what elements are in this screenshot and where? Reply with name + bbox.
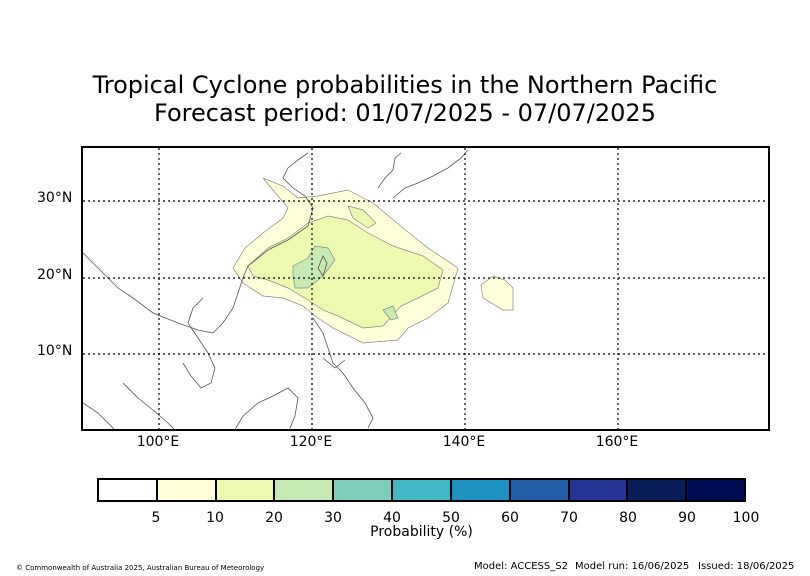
colorbar-tick-label: 10 bbox=[206, 510, 224, 526]
lat-label-30n: 30°N bbox=[37, 190, 73, 206]
coast-borneo bbox=[234, 387, 299, 429]
colorbar-cell bbox=[393, 480, 452, 500]
colorbar-cell bbox=[510, 480, 570, 500]
colorbar-tick-label: 20 bbox=[265, 510, 283, 526]
colorbar-tick-label: 70 bbox=[560, 510, 578, 526]
colorbar-tick-label: 60 bbox=[501, 510, 519, 526]
colorbar-tick-label: 80 bbox=[619, 510, 637, 526]
copyright-text: © Commonwealth of Australia 2025, Austra… bbox=[16, 564, 265, 572]
coast-indochina bbox=[182, 297, 216, 389]
coast-sumatra bbox=[83, 402, 115, 429]
colorbar-tick-label: 100 bbox=[732, 510, 760, 526]
coast-japan bbox=[392, 149, 469, 199]
lon-label-100e: 100°E bbox=[136, 434, 180, 450]
coastlines bbox=[83, 149, 469, 429]
map-title-line1: Tropical Cyclone probabilities in the No… bbox=[92, 71, 718, 99]
map-panel bbox=[81, 146, 770, 431]
model-name: Model: ACCESS_S2 bbox=[474, 561, 568, 572]
map-svg bbox=[83, 148, 768, 429]
colorbar-cell bbox=[451, 480, 511, 500]
issued-date: Issued: 18/06/2025 bbox=[698, 561, 795, 572]
colorbar-tick-label: 5 bbox=[151, 510, 161, 526]
lon-label-120e: 120°E bbox=[289, 434, 333, 450]
colorbar-cell bbox=[157, 480, 217, 500]
colorbar-tick-label: 50 bbox=[442, 510, 460, 526]
colorbar-cell bbox=[569, 480, 629, 500]
coast-korea bbox=[377, 152, 402, 189]
colorbar bbox=[97, 478, 746, 502]
lon-label-140e: 140°E bbox=[442, 434, 486, 450]
colorbar-cell bbox=[628, 480, 688, 500]
coast-malay bbox=[122, 382, 175, 429]
lat-label-20n: 20°N bbox=[37, 267, 73, 283]
contour-10pct-north bbox=[347, 205, 377, 229]
colorbar-tick-label: 40 bbox=[383, 510, 401, 526]
contour-5pct-east bbox=[480, 275, 514, 311]
lon-label-160e: 160°E bbox=[595, 434, 639, 450]
coast-taiwan bbox=[317, 255, 328, 277]
contour-10pct bbox=[247, 215, 444, 329]
map-title-line2: Forecast period: 01/07/2025 - 07/07/2025 bbox=[154, 99, 656, 127]
model-run-date: Model run: 16/06/2025 bbox=[575, 561, 690, 572]
colorbar-cell bbox=[275, 480, 335, 500]
lat-label-10n: 10°N bbox=[37, 343, 73, 359]
colorbar-cell bbox=[334, 480, 394, 500]
probability-contours bbox=[232, 177, 514, 344]
colorbar-cell bbox=[687, 480, 744, 500]
colorbar-cell bbox=[216, 480, 276, 500]
colorbar-label: Probability (%) bbox=[370, 524, 473, 540]
colorbar-tick-label: 30 bbox=[324, 510, 342, 526]
colorbar-tick-label: 90 bbox=[678, 510, 696, 526]
contour-20pct-small bbox=[382, 305, 399, 321]
colorbar-cell bbox=[99, 480, 158, 500]
coast-philippines bbox=[312, 317, 374, 429]
